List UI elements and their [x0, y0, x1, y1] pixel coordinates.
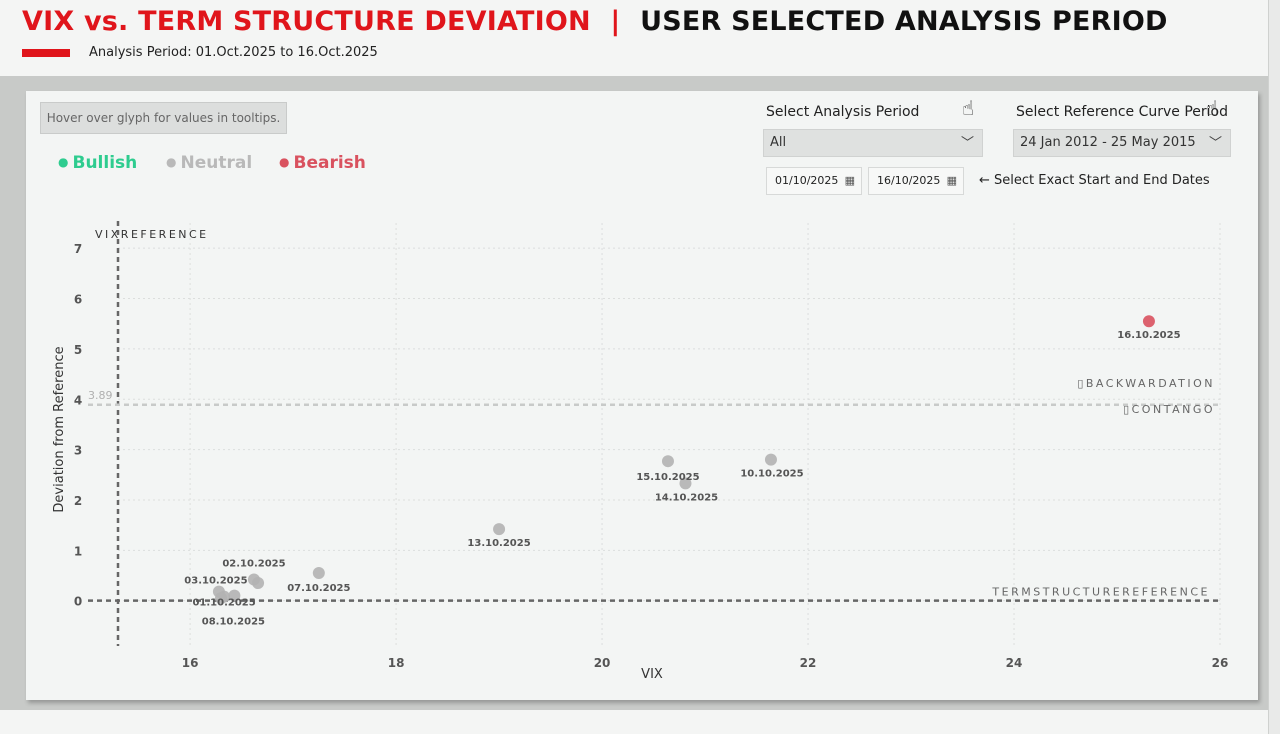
legend-neutral: ● Neutral — [166, 153, 252, 173]
analysis-period-value: All — [770, 135, 787, 150]
data-point[interactable] — [214, 592, 227, 605]
analysis-period-label: Analysis Period: 01.Oct.2025 to 16.Oct.2… — [89, 45, 378, 60]
chevron-down-icon: ﹀ — [960, 136, 974, 151]
y-tick-label: 7 — [74, 242, 82, 256]
data-point[interactable] — [1142, 315, 1155, 328]
data-label: 14.10.2025 — [655, 492, 718, 503]
y-tick-label: 1 — [74, 544, 82, 558]
data-label: 02.10.2025 — [222, 559, 285, 570]
chevron-down-icon: ﹀ — [1208, 136, 1222, 151]
calendar-icon[interactable]: ▦ — [844, 174, 855, 187]
pointer-hand-icon: ☝ — [1206, 96, 1219, 120]
date-hint: ← Select Exact Start and End Dates — [979, 173, 1210, 188]
y-tick-label: 5 — [74, 343, 82, 357]
data-point[interactable] — [764, 453, 777, 466]
data-label: 16.10.2025 — [1117, 330, 1180, 341]
calendar-icon[interactable]: ▦ — [946, 174, 957, 187]
backwardation-label: ▯BACKWARDATION — [1077, 377, 1215, 390]
page-title: VIX vs. TERM STRUCTURE DEVIATION | USER … — [22, 6, 1168, 37]
data-label: 10.10.2025 — [740, 469, 803, 480]
data-label: 01.10.2025 — [192, 598, 255, 609]
y-axis-title: Deviation from Reference — [52, 346, 67, 512]
title-main: VIX vs. TERM STRUCTURE DEVIATION — [22, 6, 591, 37]
end-date-input[interactable]: 16/10/2025 ▦ — [868, 167, 964, 195]
page-scrollbar[interactable] — [1268, 0, 1280, 734]
start-date-value: 01/10/2025 — [775, 174, 839, 187]
x-tick-label: 16 — [182, 656, 199, 670]
data-point[interactable] — [228, 589, 241, 602]
data-label: 08.10.2025 — [202, 617, 265, 628]
data-label: 07.10.2025 — [287, 583, 350, 594]
contango-label: ▯CONTANGO — [1123, 403, 1215, 416]
data-point[interactable] — [679, 477, 692, 490]
analysis-period-dropdown[interactable]: All ﹀ — [763, 129, 983, 157]
y-tick-label: 3 — [74, 444, 82, 458]
bearish-dot-icon: ● — [279, 155, 290, 169]
legend-bearish-label: Bearish — [293, 153, 366, 173]
neutral-dot-icon: ● — [166, 155, 177, 169]
pointer-hand-icon: ☝ — [962, 96, 975, 120]
reference-curve-slicer-label: Select Reference Curve Period — [1016, 104, 1228, 120]
title-accent-bar — [22, 49, 70, 57]
x-tick-label: 24 — [1006, 656, 1023, 670]
legend-bullish: ● Bullish — [58, 153, 137, 173]
reference-curve-value: 24 Jan 2012 - 25 May 2015 — [1020, 135, 1196, 150]
y-tick-label: 2 — [74, 494, 82, 508]
legend-neutral-label: Neutral — [180, 153, 253, 173]
y-tick-label: 6 — [74, 293, 82, 307]
termstructure-reference-label: TERMSTRUCTUREREFERENCE — [991, 586, 1210, 599]
x-tick-label: 22 — [800, 656, 817, 670]
end-date-value: 16/10/2025 — [877, 174, 941, 187]
x-tick-label: 26 — [1212, 656, 1229, 670]
legend-bullish-label: Bullish — [72, 153, 138, 173]
y-tick-label: 0 — [74, 595, 82, 609]
data-label: 03.10.2025 — [184, 576, 247, 587]
title-separator: | — [610, 6, 621, 37]
header: VIX vs. TERM STRUCTURE DEVIATION | USER … — [0, 0, 1268, 76]
hover-note: Hover over glyph for values in tooltips. — [40, 102, 287, 134]
x-tick-label: 18 — [388, 656, 405, 670]
data-label: 15.10.2025 — [636, 472, 699, 483]
data-point[interactable] — [312, 566, 325, 579]
data-point[interactable] — [661, 455, 674, 468]
scatter-chart: 0 1 2 3 4 5 6 7 16 18 20 22 24 26 VIX Deviation from Re… — [52, 221, 1229, 682]
legend-bearish: ● Bearish — [279, 153, 366, 173]
analysis-period-slicer-label: Select Analysis Period — [766, 104, 920, 120]
x-tick-label: 20 — [594, 656, 611, 670]
title-secondary: USER SELECTED ANALYSIS PERIOD — [640, 6, 1168, 37]
contango-threshold-value: 3.89 — [88, 389, 113, 402]
footer-strip — [0, 710, 1268, 734]
data-point[interactable] — [252, 577, 265, 590]
x-axis-title: VIX — [641, 667, 663, 682]
data-point[interactable] — [493, 523, 506, 536]
y-tick-label: 4 — [74, 393, 82, 407]
chart-panel: Hover over glyph for values in tooltips.… — [26, 91, 1258, 700]
data-label: 13.10.2025 — [467, 538, 530, 549]
reference-curve-dropdown[interactable]: 24 Jan 2012 - 25 May 2015 ﹀ — [1013, 129, 1231, 157]
bullish-dot-icon: ● — [58, 155, 69, 169]
vix-reference-label: VIXREFERENCE — [95, 228, 209, 241]
start-date-input[interactable]: 01/10/2025 ▦ — [766, 167, 862, 195]
